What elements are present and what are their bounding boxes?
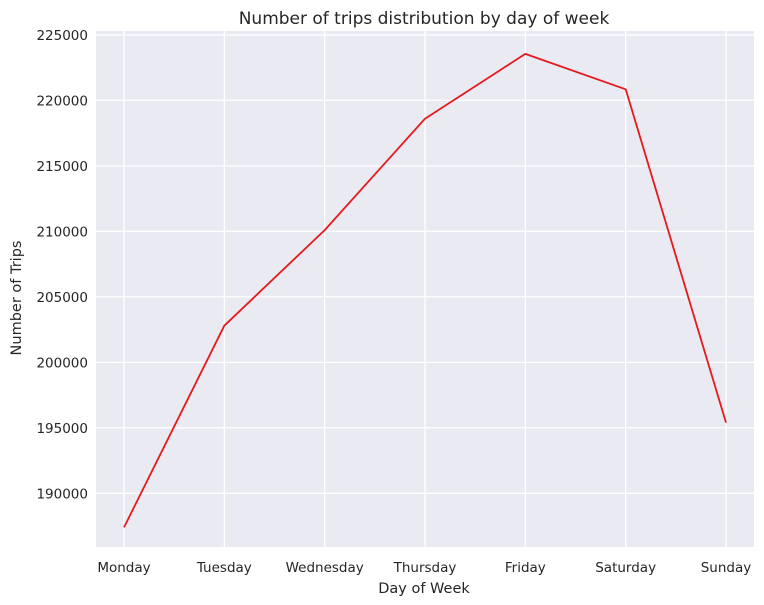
x-tick-label: Saturday <box>595 560 656 576</box>
tick-labels: 190000 195000 200000 205000 210000 215000 2200… <box>36 28 751 576</box>
x-tick-label: Tuesday <box>196 560 252 576</box>
y-tick-label: 210000 <box>36 224 88 240</box>
y-tick-label: 190000 <box>36 486 88 502</box>
y-tick-label: 220000 <box>36 93 88 109</box>
x-tick-label: Monday <box>97 560 150 576</box>
series-line <box>123 53 727 528</box>
y-tick-label: 225000 <box>36 28 88 44</box>
x-tick-label: Friday <box>505 560 546 576</box>
x-tick-label: Wednesday <box>286 560 364 576</box>
y-tick-label: 215000 <box>36 159 88 175</box>
x-tick-label: Sunday <box>701 560 752 576</box>
series-lines <box>123 53 727 528</box>
y-tick-label: 195000 <box>36 421 88 437</box>
y-axis-label: Number of Trips <box>9 241 25 356</box>
y-tick-label: 200000 <box>36 355 88 371</box>
x-tick-label: Thursday <box>393 560 457 576</box>
y-tick-label: 205000 <box>36 290 88 306</box>
x-axis-label: Day of Week <box>378 581 470 597</box>
chart-title: Number of trips distribution by day of w… <box>239 9 610 29</box>
